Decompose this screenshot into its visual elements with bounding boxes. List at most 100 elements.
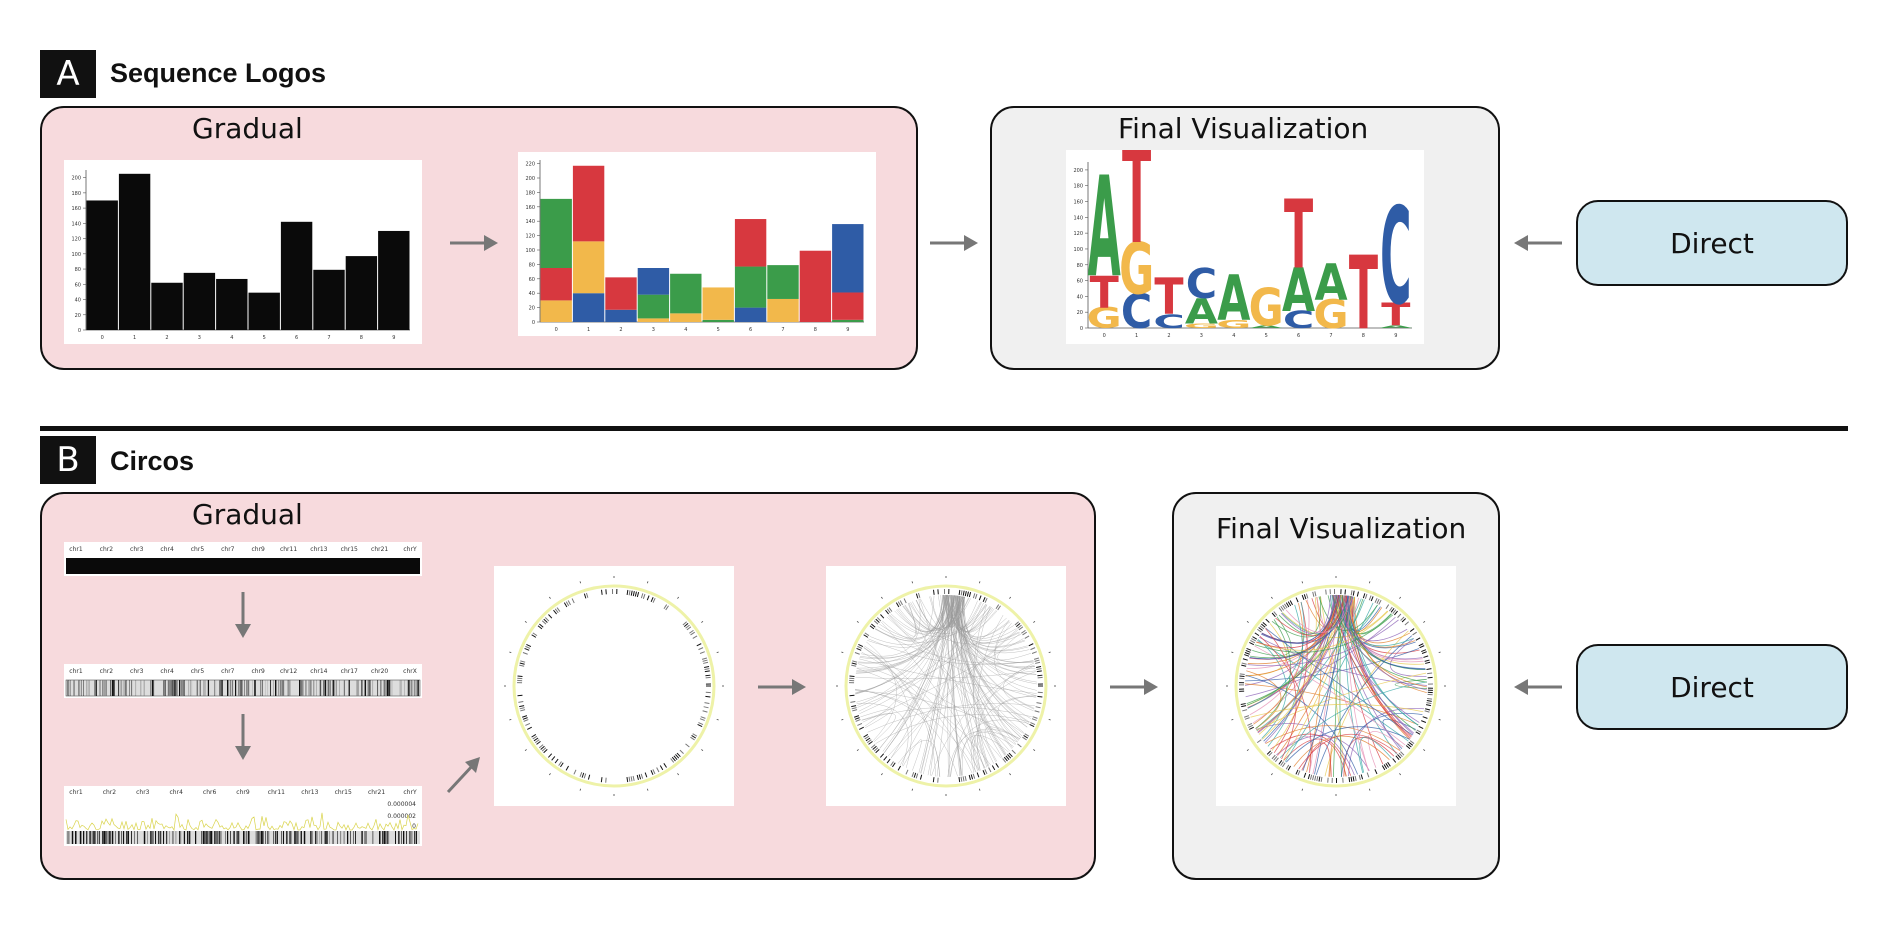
- ideogram-band: [219, 831, 220, 844]
- x-tick-label: 0: [1103, 333, 1106, 339]
- x-tick-label: 0: [555, 327, 558, 333]
- ideogram-band: [183, 680, 185, 696]
- circos-band: [527, 726, 532, 730]
- circos-link: [856, 668, 992, 766]
- ideogram-band: [187, 831, 188, 844]
- x-tick-label: 9: [846, 327, 849, 333]
- stacked-segment-G: [637, 318, 670, 322]
- ideogram-band: [355, 831, 356, 844]
- logo-letter-A: A: [1250, 325, 1284, 329]
- circos-band: [886, 758, 891, 764]
- ideogram-band: [71, 831, 74, 844]
- final-title-b: Final Visualization: [1216, 512, 1467, 545]
- arrow-direct-to-final-a: [1514, 235, 1562, 251]
- ideogram-band: [97, 831, 99, 844]
- circos-link: [1298, 733, 1398, 770]
- ideogram-band: [323, 680, 325, 696]
- circos-band: [1242, 709, 1248, 712]
- chromosome-label: chr3: [136, 789, 150, 796]
- circos-band: [911, 771, 915, 778]
- circos-link: [993, 619, 1037, 697]
- circos-band: [857, 645, 863, 649]
- arrow-hist-to-stacked: [450, 235, 498, 251]
- x-tick-label: 9: [1394, 333, 1397, 339]
- circos-chromosome-label-mark: [579, 788, 582, 791]
- ideogram-band: [332, 831, 334, 844]
- circos-band: [871, 623, 876, 628]
- circos-link: [1312, 594, 1338, 775]
- ideogram-band: [297, 831, 299, 844]
- circos-band: [573, 769, 577, 775]
- circos-band: [958, 777, 961, 783]
- circos-link: [875, 714, 1030, 744]
- ideogram-band: [94, 680, 96, 696]
- circos-band: [885, 609, 889, 615]
- circos-link: [879, 594, 946, 749]
- circos-band: [851, 664, 857, 667]
- ideogram-band: [99, 680, 100, 696]
- circos-band: [1398, 752, 1403, 758]
- ideogram-band: [174, 680, 176, 696]
- circos-link: [1389, 638, 1427, 677]
- circos-band: [1400, 616, 1405, 621]
- circos-band: [517, 694, 523, 697]
- ideogram-band: [283, 680, 285, 696]
- ideogram-band: [207, 680, 210, 696]
- circos-link: [1347, 595, 1369, 772]
- circos-band: [1318, 776, 1321, 782]
- circos-band: [892, 762, 896, 768]
- circos-band: [1249, 726, 1254, 730]
- circos-link: [943, 594, 1029, 652]
- logo-letter-G: G: [1216, 318, 1251, 331]
- gradual-title-b: Gradual: [192, 498, 303, 531]
- circos-band: [1015, 623, 1021, 627]
- circos-band: [659, 765, 664, 771]
- stacked-segment-T: [799, 250, 832, 322]
- circos-band: [1024, 635, 1030, 639]
- x-tick-label: 7: [781, 327, 784, 333]
- ideogram-band: [315, 831, 316, 844]
- ideogram-band: [369, 680, 371, 696]
- circos-band: [518, 701, 524, 703]
- signal-track: [65, 812, 419, 831]
- ideogram-band: [163, 831, 165, 844]
- circos-chromosome-label-mark: [1368, 581, 1371, 584]
- circos-band: [671, 756, 676, 762]
- ideogram-band: [182, 680, 184, 696]
- circos-band: [880, 614, 885, 619]
- circos-band: [1034, 710, 1040, 713]
- circos-chromosome-label-mark: [549, 596, 551, 599]
- chromosome-label: chr13: [301, 789, 318, 796]
- circos-chromosome-label-mark: [1271, 596, 1273, 599]
- ideogram-band: [343, 680, 346, 696]
- logo-letter-C: C: [1121, 284, 1152, 340]
- circos-link: [938, 595, 985, 769]
- ideogram-band: [206, 831, 208, 844]
- ideogram-band: [209, 831, 211, 844]
- circos-band: [551, 756, 556, 761]
- circos-chromosome-label-mark: [1399, 773, 1401, 776]
- circos-band: [1412, 631, 1417, 636]
- circos-band: [538, 744, 544, 749]
- section-b-badge: B: [40, 436, 96, 484]
- stacked-segment-G: [702, 287, 734, 320]
- circos-band: [879, 753, 885, 758]
- circos-band: [1036, 668, 1042, 671]
- circos-chromosome-label-mark: [1246, 621, 1249, 623]
- circos-band: [630, 776, 633, 782]
- ideogram-band: [87, 680, 89, 696]
- stacked-segment-T: [572, 165, 605, 242]
- circos-link: [1320, 596, 1346, 777]
- circos-band: [1374, 769, 1378, 775]
- ideogram-band: [270, 680, 272, 696]
- circos-link: [920, 598, 1035, 667]
- circos-band: [903, 598, 907, 604]
- track-tick-label: 0: [412, 823, 416, 830]
- stacked-segment-G: [540, 300, 572, 322]
- circos-band: [520, 709, 526, 712]
- circos-link: [1257, 640, 1409, 742]
- circos-link: [1254, 645, 1406, 746]
- circos-band: [531, 634, 537, 638]
- ideogram-with-track: chr1 chr2 chr3 chr4 chr6 chr9 chr11 chr13 chr15 c…: [65, 789, 420, 844]
- circos-band: [1256, 739, 1262, 744]
